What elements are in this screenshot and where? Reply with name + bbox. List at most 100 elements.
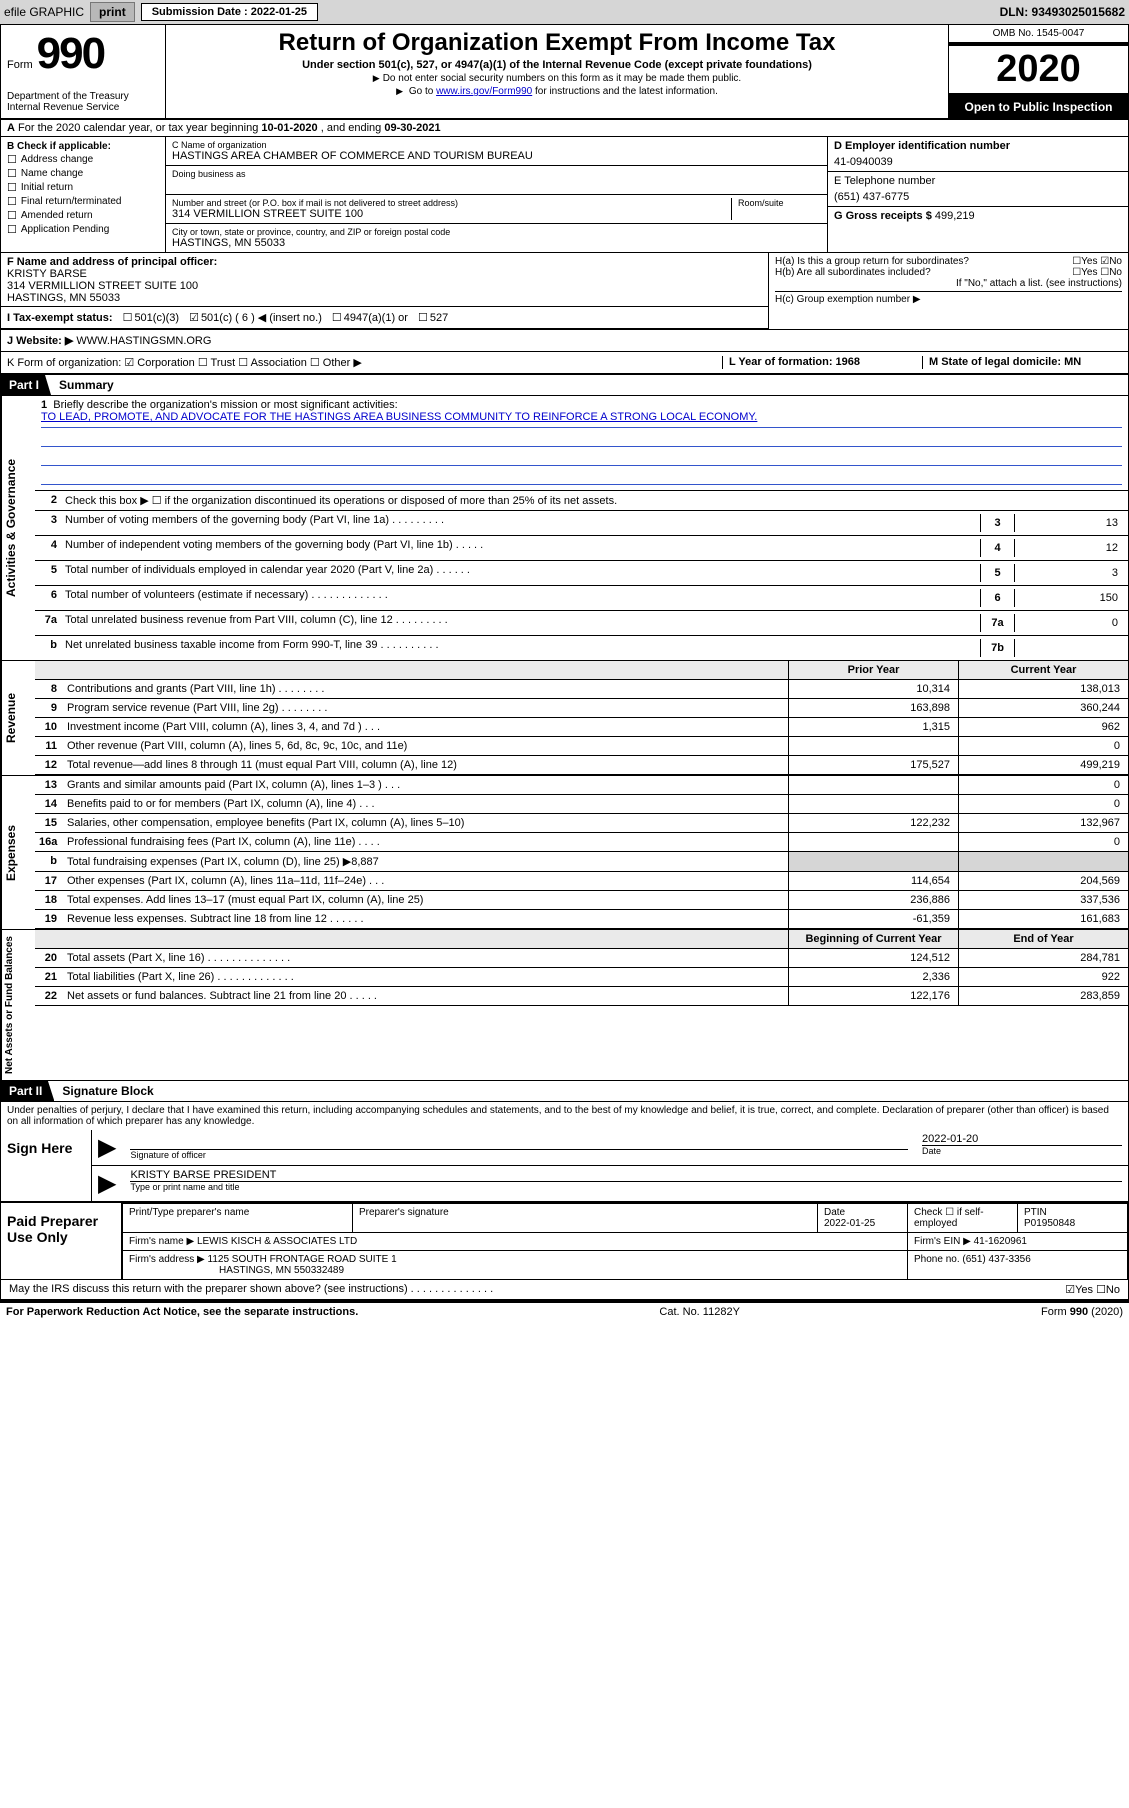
officer-name-print: KRISTY BARSE PRESIDENT (130, 1169, 1122, 1181)
line-2: Check this box ▶ ☐ if the organization d… (61, 491, 1128, 510)
gov-row: 3 Number of voting members of the govern… (35, 511, 1128, 536)
street-address: 314 VERMILLION STREET SUITE 100 (172, 208, 731, 220)
discuss-q: May the IRS discuss this return with the… (9, 1283, 493, 1296)
discuss-yn[interactable]: ☑Yes ☐No (1065, 1283, 1120, 1296)
tax-year: 2020 (949, 43, 1128, 96)
section-governance: Activities & Governance 1 Briefly descri… (1, 396, 1128, 661)
header-left: Form 990 Department of the Treasury Inte… (1, 25, 166, 118)
gov-row: 6 Total number of volunteers (estimate i… (35, 586, 1128, 611)
e-label: E Telephone number (834, 175, 1122, 187)
prep-sig-hdr: Preparer's signature (353, 1204, 818, 1233)
dept-label: Department of the Treasury Internal Reve… (7, 91, 159, 113)
website: WWW.HASTINGSMN.ORG (76, 335, 211, 347)
part1-header: Part I Summary (1, 375, 1128, 396)
chk-501c6[interactable]: 501(c) ( 6 ) ◀ (insert no.) (189, 311, 322, 324)
part1-title: Summary (51, 378, 114, 392)
fin-row: 17Other expenses (Part IX, column (A), l… (35, 872, 1128, 891)
declaration: Under penalties of perjury, I declare th… (1, 1102, 1128, 1130)
fin-row: 12Total revenue—add lines 8 through 11 (… (35, 756, 1128, 775)
c-name-label: C Name of organization (172, 140, 821, 150)
chk-address[interactable]: Address change (7, 153, 159, 166)
g-label: G Gross receipts $ (834, 210, 932, 222)
chk-initial[interactable]: Initial return (7, 181, 159, 194)
addr-label: Number and street (or P.O. box if mail i… (172, 198, 731, 208)
col-f: F Name and address of principal officer:… (1, 253, 768, 329)
row-j: J Website: ▶ WWW.HASTINGSMN.ORG (1, 330, 1128, 352)
print-button[interactable]: print (90, 2, 135, 22)
firm-ein: 41-1620961 (974, 1236, 1027, 1247)
side-expenses: Expenses (1, 776, 35, 929)
footer-left: For Paperwork Reduction Act Notice, see … (6, 1306, 358, 1318)
part1-tag: Part I (1, 375, 51, 395)
chk-amended[interactable]: Amended return (7, 209, 159, 222)
firm-addr1: 1125 SOUTH FRONTAGE ROAD SUITE 1 (208, 1254, 397, 1265)
block-bcd: B Check if applicable: Address change Na… (1, 137, 1128, 253)
prep-name-hdr: Print/Type preparer's name (123, 1204, 353, 1233)
form-number: 990 (37, 29, 104, 79)
officer-addr1: 314 VERMILLION STREET SUITE 100 (7, 280, 762, 292)
net-header: Beginning of Current Year End of Year (35, 930, 1128, 949)
col-b: B Check if applicable: Address change Na… (1, 137, 166, 252)
d-label: D Employer identification number (834, 140, 1122, 152)
firm-addr2: HASTINGS, MN 550332489 (219, 1265, 344, 1276)
city-state: HASTINGS, MN 55033 (172, 237, 821, 249)
gov-row: b Net unrelated business taxable income … (35, 636, 1128, 660)
hb-yn[interactable]: ☐Yes ☐No (1072, 267, 1122, 278)
mission-text: TO LEAD, PROMOTE, AND ADVOCATE FOR THE H… (41, 411, 757, 423)
fin-row: 9Program service revenue (Part VIII, lin… (35, 699, 1128, 718)
current-year-hdr: Current Year (958, 661, 1128, 679)
preparer-table: Print/Type preparer's name Preparer's si… (122, 1203, 1128, 1279)
gov-row: 4 Number of independent voting members o… (35, 536, 1128, 561)
end-year-hdr: End of Year (958, 930, 1128, 948)
ha-yn[interactable]: ☐Yes ☑No (1072, 256, 1122, 267)
gov-row: 5 Total number of individuals employed i… (35, 561, 1128, 586)
fin-row: 22Net assets or fund balances. Subtract … (35, 987, 1128, 1006)
phone: (651) 437-6775 (834, 191, 1122, 203)
fin-row: 11Other revenue (Part VIII, column (A), … (35, 737, 1128, 756)
self-employed[interactable]: Check ☐ if self-employed (908, 1204, 1018, 1233)
note-link: Go to www.irs.gov/Form990 for instructio… (174, 86, 940, 97)
note-ssn: Do not enter social security numbers on … (174, 73, 940, 84)
irs-link[interactable]: www.irs.gov/Form990 (436, 86, 532, 97)
chk-pending[interactable]: Application Pending (7, 223, 159, 236)
chk-501c3[interactable]: 501(c)(3) (123, 311, 180, 324)
paid-preparer-label: Paid Preparer Use Only (1, 1203, 121, 1279)
fin-row: 19Revenue less expenses. Subtract line 1… (35, 910, 1128, 929)
header-right: OMB No. 1545-0047 2020 Open to Public In… (948, 25, 1128, 118)
chk-name[interactable]: Name change (7, 167, 159, 180)
hb-label: H(b) Are all subordinates included? (775, 267, 931, 278)
b-label: B Check if applicable: (7, 141, 159, 152)
form-subtitle: Under section 501(c), 527, or 4947(a)(1)… (174, 59, 940, 71)
fin-row: 8Contributions and grants (Part VIII, li… (35, 680, 1128, 699)
sign-date: 2022-01-20 (922, 1133, 1122, 1145)
part2-title: Signature Block (54, 1084, 153, 1098)
gov-row: 7a Total unrelated business revenue from… (35, 611, 1128, 636)
fin-row: 18Total expenses. Add lines 13–17 (must … (35, 891, 1128, 910)
chk-527[interactable]: 527 (418, 311, 448, 324)
fin-row: 13Grants and similar amounts paid (Part … (35, 776, 1128, 795)
officer-signature[interactable]: Signature of officer (130, 1133, 908, 1162)
chk-4947[interactable]: 4947(a)(1) or (332, 311, 408, 324)
section-netassets: Net Assets or Fund Balances Beginning of… (1, 930, 1128, 1081)
omb-number: OMB No. 1545-0047 (949, 25, 1128, 43)
org-name: HASTINGS AREA CHAMBER OF COMMERCE AND TO… (172, 150, 821, 162)
fin-row: 10Investment income (Part VIII, column (… (35, 718, 1128, 737)
part2-tag: Part II (1, 1081, 54, 1101)
col-de: D Employer identification number 41-0940… (828, 137, 1128, 252)
side-revenue: Revenue (1, 661, 35, 775)
signature-block: Sign Here ▶ Signature of officer 2022-01… (1, 1130, 1128, 1203)
fin-row: 16aProfessional fundraising fees (Part I… (35, 833, 1128, 852)
hb-note: If "No," attach a list. (see instruction… (775, 278, 1122, 289)
preparer-block: Paid Preparer Use Only Print/Type prepar… (1, 1203, 1128, 1280)
dba-label: Doing business as (172, 169, 821, 179)
form-header: Form 990 Department of the Treasury Inte… (1, 25, 1128, 120)
arrow-icon: ▶ (98, 1133, 116, 1162)
footer-mid: Cat. No. 11282Y (659, 1306, 740, 1318)
rev-header: Prior Year Current Year (35, 661, 1128, 680)
chk-final[interactable]: Final return/terminated (7, 195, 159, 208)
row-fh: F Name and address of principal officer:… (1, 253, 1128, 330)
ha-label: H(a) Is this a group return for subordin… (775, 256, 969, 267)
sign-here: Sign Here (1, 1130, 91, 1201)
top-toolbar: efile GRAPHIC print Submission Date : 20… (0, 0, 1129, 24)
discuss-row: May the IRS discuss this return with the… (1, 1280, 1128, 1300)
